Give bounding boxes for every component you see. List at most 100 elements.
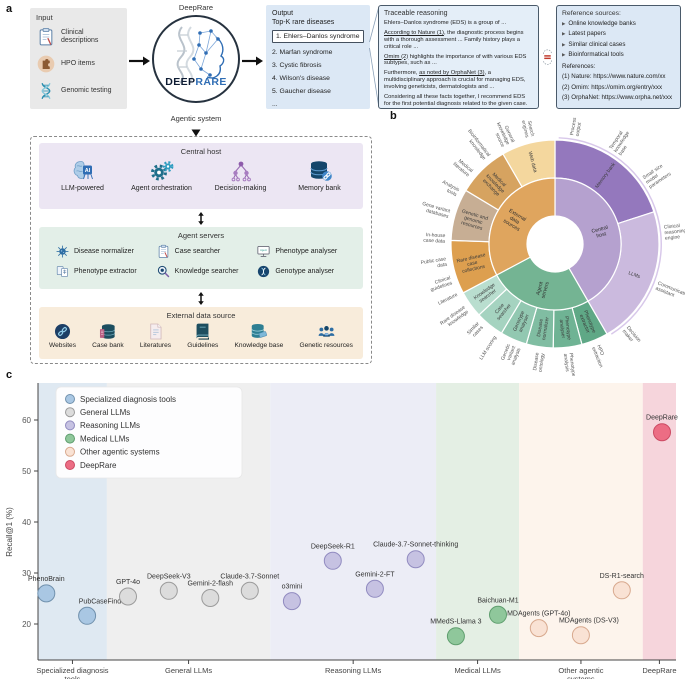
agent-server-item: Knowledge searcher bbox=[156, 264, 255, 279]
scatter-point-label: DS-R1-search bbox=[600, 573, 644, 580]
legend-label: DeepRare bbox=[80, 461, 117, 470]
scatter-point-label: MMedS-Llama 3 bbox=[430, 619, 481, 626]
scatter-point-label: Claude-3.7-Sonnet bbox=[220, 573, 279, 580]
output-disease-item: 2. Marfan syndrome bbox=[272, 49, 333, 56]
arrow-up-down-icon bbox=[31, 212, 371, 230]
y-axis-title: Recall@1 (%) bbox=[5, 507, 14, 557]
input-item-label: Genomic testing bbox=[61, 87, 112, 94]
sunburst-outer-label: Processoutput bbox=[569, 117, 584, 137]
sunburst-outer-label: HPOextraction bbox=[590, 344, 609, 369]
clipboard-icon bbox=[36, 27, 56, 47]
arrow-down-icon bbox=[191, 124, 201, 137]
reference-source-item: ▶ Similar clinical cases bbox=[562, 40, 626, 48]
sunburst-segment bbox=[495, 256, 589, 311]
output-disease-item: 4. Wilson's disease bbox=[272, 75, 330, 82]
deeprare-logo-text: DEEPRARE bbox=[165, 76, 227, 88]
scatter-point bbox=[201, 589, 220, 607]
scatter-point bbox=[119, 587, 137, 606]
legend-label: Other agentic systems bbox=[80, 448, 160, 457]
reasoning-title: Traceable reasoning bbox=[384, 10, 448, 17]
sunburst-segment-label: Web data bbox=[527, 151, 538, 173]
arrow-bullet-icon: ▶ bbox=[562, 21, 566, 26]
citation-sync-icon bbox=[541, 49, 554, 67]
svg-text:DNA: DNA bbox=[324, 333, 329, 336]
arrow-right-icon bbox=[129, 53, 151, 66]
x-category-label: Specialized diagnosis tools bbox=[36, 666, 108, 679]
scatter-point bbox=[489, 605, 507, 624]
callout-lines bbox=[369, 7, 379, 106]
central-host-item: AI LLM-powered bbox=[43, 158, 122, 192]
x-category-label: Other agentic systems bbox=[558, 666, 603, 679]
people-icon: DNA bbox=[317, 322, 336, 341]
legend-swatch bbox=[65, 433, 75, 444]
server-icon bbox=[98, 322, 117, 341]
external-source-item: Case bank bbox=[92, 322, 124, 349]
scatter-point-label: GPT-4o bbox=[116, 579, 140, 586]
agent-server-item: Agent Phenotype analyser bbox=[256, 244, 355, 259]
scatter-point bbox=[323, 551, 342, 570]
book-icon bbox=[193, 322, 212, 341]
scatter-point-label: Claude-3.7-Sonnet-thinking bbox=[373, 542, 458, 549]
external-source-item-label: Literatures bbox=[139, 342, 172, 349]
agent-server-item: Case searcher bbox=[156, 244, 255, 259]
output-box: Output Top-K rare diseases 1. Ehlers–Dan… bbox=[266, 5, 370, 109]
central-host-item-label: Decision-making bbox=[214, 185, 267, 192]
link-circle-icon bbox=[53, 322, 72, 341]
x-category-label: DeepRare bbox=[642, 666, 676, 675]
y-tick-label: 30 bbox=[22, 569, 31, 578]
scatter-point-label: PhenoBrain bbox=[28, 576, 65, 583]
external-source-item-label: Knowledge base bbox=[234, 342, 284, 349]
reference-line: (1) Nature: https://www.nature.com/xx bbox=[562, 73, 666, 81]
central-host-item: Memory bank bbox=[280, 158, 359, 192]
reference-line: (2) Omim: https://omim.org/entry/xxx bbox=[562, 83, 663, 91]
documents-icon bbox=[55, 264, 70, 279]
sunburst-outer-label: Medicalliterature bbox=[452, 157, 475, 179]
legend-swatch bbox=[65, 460, 75, 470]
scatter-point bbox=[78, 606, 97, 625]
agent-servers-title: Agent servers bbox=[177, 231, 225, 240]
sunburst-outer-label: Bioinformaticalknowledge bbox=[462, 128, 491, 161]
hpo-icon bbox=[36, 54, 56, 74]
sunburst-segment bbox=[554, 177, 622, 302]
input-item-label: HPO items bbox=[61, 60, 95, 67]
agent-server-item-label: Genotype analyser bbox=[275, 268, 335, 275]
sunburst-segment-label: Phenotypeanalyser bbox=[557, 316, 571, 341]
legend-swatch bbox=[65, 446, 75, 457]
gene-circle-icon bbox=[256, 264, 271, 279]
output-disease-item: 3. Cystic fibrosis bbox=[272, 62, 322, 69]
svg-text:Agent: Agent bbox=[260, 248, 267, 252]
central-host-item: Agent orchestration bbox=[122, 158, 201, 192]
document-icon bbox=[146, 322, 165, 341]
central-host-item-label: LLM-powered bbox=[61, 185, 104, 192]
knowledge-db-icon bbox=[249, 322, 268, 341]
scatter-point bbox=[282, 592, 301, 611]
svg-text:AI: AI bbox=[84, 168, 90, 174]
reasoning-paragraph: Omim (2) highlights the importance of wi… bbox=[384, 53, 527, 67]
input-item: Genomic testing bbox=[36, 81, 121, 101]
monitor-icon: Agent bbox=[256, 244, 271, 259]
agent-server-item: Genotype analyser bbox=[256, 264, 355, 279]
legend-box bbox=[55, 386, 243, 479]
sunburst-outer-label: Literature bbox=[437, 292, 459, 307]
scatter-point-label: o3mini bbox=[282, 584, 303, 591]
external-source-item-label: Websites bbox=[49, 342, 76, 349]
scatter-point-label: Gemini-2-FT bbox=[355, 571, 395, 578]
agent-server-item: Phenotype extractor bbox=[55, 264, 154, 279]
sunburst-outer-label: Similarcases bbox=[466, 321, 485, 340]
central-host-item: Decision-making bbox=[201, 158, 280, 192]
references-title: References: bbox=[562, 62, 596, 70]
input-box: Input Clinical descriptions HPO items Geno… bbox=[30, 8, 127, 109]
external-source-item: Knowledge base bbox=[234, 322, 284, 349]
x-category-label: General LLMs bbox=[165, 666, 212, 675]
sunburst-outer-label: Analysistools bbox=[438, 179, 460, 198]
legend-label: Specialized diagnosis tools bbox=[80, 395, 176, 404]
scatter-point bbox=[571, 626, 590, 645]
input-item-label: Clinical descriptions bbox=[61, 29, 99, 44]
central-host-title: Central host bbox=[180, 147, 222, 156]
output-title: Output bbox=[272, 10, 294, 17]
y-tick-label: 60 bbox=[22, 416, 31, 425]
legend-swatch bbox=[65, 407, 75, 418]
sunburst-outer-label: Small sizemodelparameters bbox=[642, 162, 673, 191]
reference-sources-title: Reference sources: bbox=[562, 10, 621, 17]
external-source-item: Literatures bbox=[140, 322, 171, 349]
